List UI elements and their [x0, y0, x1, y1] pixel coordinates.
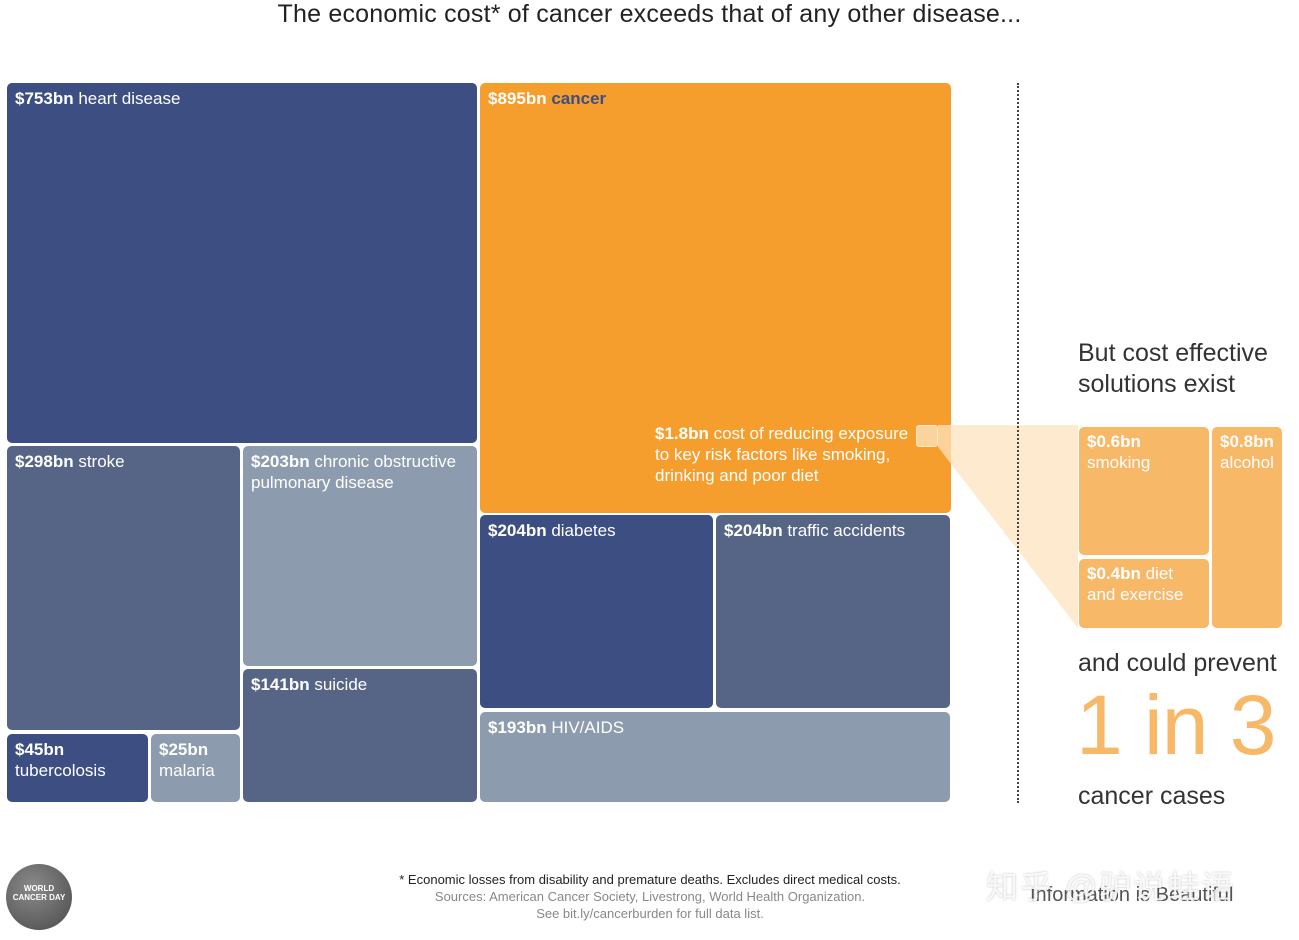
tile-traffic-accidents: $204bn traffic accidents: [716, 515, 950, 708]
cancer-cases-text: cancer cases: [1078, 782, 1226, 810]
tile-label: malaria: [159, 761, 215, 780]
tile-copd: $203bn chronic obstructive pulmonary dis…: [243, 446, 477, 666]
solution-label: diet and exercise: [1087, 564, 1184, 604]
solution-alcohol: $0.8bn alcohol: [1212, 427, 1282, 628]
tile-stroke: $298bn stroke: [7, 446, 240, 730]
tile-value: $753bn: [15, 89, 74, 108]
solution-diet-exercise: $0.4bn diet and exercise: [1079, 559, 1209, 628]
brand: Information is Beautiful: [1030, 884, 1234, 906]
solution-value: $0.4bn: [1087, 564, 1141, 583]
callout-mini-square: [916, 425, 938, 447]
tile-label: suicide: [314, 675, 368, 694]
tile-label: chronic obstructive pulmonary disease: [251, 452, 457, 492]
tile-suicide: $141bn suicide: [243, 669, 477, 802]
tile-value: $203bn: [251, 452, 310, 471]
tile-hiv-aids: $193bn HIV/AIDS: [480, 712, 950, 802]
tile-label: heart disease: [78, 89, 181, 108]
solution-label: alcohol: [1220, 453, 1274, 472]
solution-value: $0.6bn: [1087, 432, 1141, 451]
tile-cancer: $895bn cancer: [480, 83, 951, 513]
tile-value: $193bn: [488, 718, 547, 737]
callout-text: cost of reducing exposure to key risk fa…: [655, 424, 909, 485]
tile-label: traffic accidents: [787, 521, 906, 540]
tile-label: diabetes: [551, 521, 616, 540]
solutions-heading: But cost effective solutions exist: [1078, 339, 1268, 398]
solution-value: $0.8bn: [1220, 432, 1274, 451]
tile-value: $895bn: [488, 89, 547, 108]
one-in-three: 1 in 3: [1076, 678, 1276, 772]
tile-value: $298bn: [15, 452, 74, 471]
prevent-text: and could prevent: [1078, 649, 1277, 677]
tile-value: $25bn: [159, 740, 209, 759]
tile-heart-disease: $753bn heart disease: [7, 83, 477, 443]
solution-smoking: $0.6bn smoking: [1079, 427, 1209, 555]
solution-label: smoking: [1087, 453, 1151, 472]
footnote: * Economic losses from disability and pr…: [399, 872, 901, 887]
tile-tubercolosis: $45bn tubercolosis: [7, 734, 148, 802]
tile-label: stroke: [78, 452, 125, 471]
sources: Sources: American Cancer Society, Livest…: [434, 889, 866, 904]
tile-value: $45bn: [15, 740, 65, 759]
risk-factor-callout: $1.8bn cost of reducing exposure to key …: [655, 423, 915, 486]
chart-title: The economic cost* of cancer exceeds tha…: [277, 0, 1022, 28]
tile-label: tubercolosis: [15, 761, 106, 780]
tile-diabetes: $204bn diabetes: [480, 515, 713, 708]
tile-label: cancer: [551, 89, 607, 108]
tile-value: $204bn: [724, 521, 783, 540]
data-link: See bit.ly/cancerburden for full data li…: [536, 906, 764, 921]
tile-malaria: $25bn malaria: [151, 734, 240, 802]
tile-value: $141bn: [251, 675, 310, 694]
watermark: 知乎 @驴说蛙语: [986, 869, 1236, 905]
tile-label: HIV/AIDS: [551, 718, 625, 737]
callout-value: $1.8bn: [655, 424, 709, 443]
section-divider: [1017, 83, 1019, 803]
connector-wedge: [938, 425, 1078, 628]
tile-value: $204bn: [488, 521, 547, 540]
world-cancer-day-logo: WORLD CANCER DAY: [6, 864, 72, 930]
